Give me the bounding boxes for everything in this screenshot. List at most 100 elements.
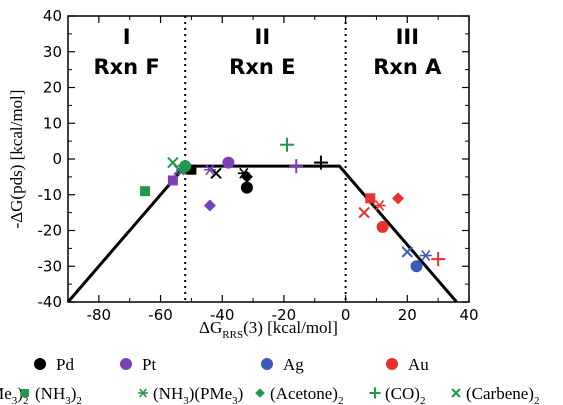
- legend-ligand-part: (NH: [35, 384, 65, 403]
- legend-ligand-part: ): [71, 384, 77, 403]
- y-tick-label: 10: [43, 114, 62, 132]
- legend-ligand-part: (NH: [153, 384, 183, 403]
- region-numeral: I: [123, 25, 131, 49]
- asterisk-stroke: [421, 250, 431, 262]
- circle-marker: [376, 220, 389, 233]
- circle-marker: [410, 260, 423, 273]
- region-reaction: Rxn E: [229, 55, 295, 79]
- y-axis-label: -ΔG(pds) [kcal/mol]: [7, 90, 26, 229]
- legend-ligand-part: 2: [338, 395, 344, 405]
- x-axis-label: ΔGRRS(3) [kcal/mol]: [199, 318, 338, 341]
- region-numeral: II: [255, 25, 271, 49]
- legend-metal-label: Au: [408, 355, 429, 374]
- cross-marker: [167, 156, 179, 169]
- x-tick-label: 40: [459, 306, 478, 324]
- x-tick-label: -80: [87, 306, 112, 324]
- axis-ticks: -80 -60 -40 -20 0 20 40 -40 -30 -20 -10 0 10 20 30 40: [38, 7, 479, 324]
- asterisk-stroke: [177, 164, 187, 176]
- cross-marker: [401, 246, 414, 258]
- circle-marker: [261, 358, 273, 370]
- circle-marker: [386, 358, 398, 370]
- asterisk-marker: [176, 164, 189, 176]
- asterisk-marker: [419, 250, 432, 262]
- x-tick-label: -60: [148, 306, 173, 324]
- diamond-marker: [392, 192, 405, 205]
- cross-marker: [451, 388, 461, 398]
- cross-stroke-b: [451, 388, 461, 398]
- legend-ligand-label: (NH3)2: [35, 384, 82, 405]
- circle-marker: [34, 358, 46, 370]
- legend-ligand-label: (Acetone)2: [270, 384, 343, 405]
- asterisk-stroke: [374, 199, 385, 211]
- region-reaction: Rxn A: [373, 55, 442, 79]
- legend-ligand-part: )(PMe: [189, 384, 232, 403]
- legend-metal-label: Pd: [56, 355, 74, 374]
- plus-marker: [289, 159, 304, 174]
- legend: PdPtAgAu(PMe3)2(NH3)2(NH3)(PMe3)(Acetone…: [0, 355, 539, 405]
- legend-metal-label: Ag: [283, 355, 304, 374]
- x-tick-label: 20: [398, 306, 417, 324]
- plus-marker: [369, 387, 381, 399]
- region-numeral: III: [396, 25, 419, 49]
- cross-stroke-b: [358, 206, 370, 219]
- square-marker: [167, 175, 178, 186]
- legend-ligand-part: (Carbene): [466, 384, 534, 403]
- x-tick-label: -20: [272, 306, 297, 324]
- y-tick-label: 0: [52, 150, 62, 168]
- y-tick-label: 20: [43, 79, 62, 97]
- asterisk-marker: [203, 164, 216, 176]
- legend-ligand-part: ): [238, 384, 244, 403]
- asterisk-marker: [138, 388, 148, 398]
- region-reaction: Rxn F: [93, 55, 159, 79]
- square-marker: [21, 389, 29, 397]
- circle-marker: [222, 156, 235, 169]
- legend-ligand-part: 3: [183, 395, 189, 405]
- legend-ligand-part: ): [17, 384, 23, 403]
- diamond-marker: [240, 170, 253, 183]
- legend-ligand-part: 2: [23, 395, 29, 405]
- asterisk-stroke: [205, 164, 215, 176]
- legend-ligand-part: 3: [65, 395, 71, 405]
- x-tick-label: -40: [210, 306, 235, 324]
- legend-ligand-part: (Acetone): [270, 384, 338, 403]
- cross-stroke-b: [210, 167, 222, 180]
- cross-stroke-b: [167, 156, 179, 169]
- plus-marker: [313, 155, 328, 170]
- y-tick-label: -10: [38, 186, 63, 204]
- legend-ligand-part: (PMe: [0, 384, 12, 403]
- y-tick-label: 40: [43, 7, 62, 25]
- volcano-line: [66, 164, 458, 303]
- circle-marker: [120, 358, 132, 370]
- legend-ligand-part: 2: [534, 395, 540, 405]
- diamond-marker: [203, 199, 216, 212]
- asterisk-marker: [373, 199, 386, 211]
- legend-ligand-label: (Carbene)2: [466, 384, 539, 405]
- y-tick-label: -40: [38, 293, 63, 311]
- y-tick-label: -20: [38, 222, 63, 240]
- cross-stroke-b: [401, 246, 414, 258]
- legend-ligand-part: 3: [232, 395, 238, 405]
- legend-metal-label: Pt: [142, 355, 156, 374]
- x-tick-label: 0: [341, 306, 351, 324]
- plus-marker: [431, 252, 446, 267]
- square-marker: [365, 193, 376, 204]
- square-marker: [186, 164, 197, 175]
- legend-ligand-label: (NH3)(PMe3): [153, 384, 243, 405]
- legend-ligand-part: 3: [12, 395, 18, 405]
- legend-ligand-label: (PMe3)2: [0, 384, 28, 405]
- cross-marker: [358, 206, 370, 219]
- legend-ligand-part: (CO): [385, 384, 420, 403]
- square-marker: [140, 186, 151, 197]
- y-tick-label: -30: [38, 257, 63, 275]
- legend-ligand-label: (CO)2: [385, 384, 425, 405]
- circle-marker: [240, 181, 253, 194]
- legend-ligand-part: 2: [76, 395, 82, 405]
- region-labels: I Rxn F II Rxn E III Rxn A: [93, 25, 442, 79]
- data-points: [140, 137, 446, 273]
- plus-marker: [280, 137, 295, 152]
- y-tick-label: 30: [43, 43, 62, 61]
- asterisk-stroke: [139, 388, 147, 398]
- diamond-marker: [255, 388, 265, 398]
- legend-ligand-part: 2: [420, 395, 426, 405]
